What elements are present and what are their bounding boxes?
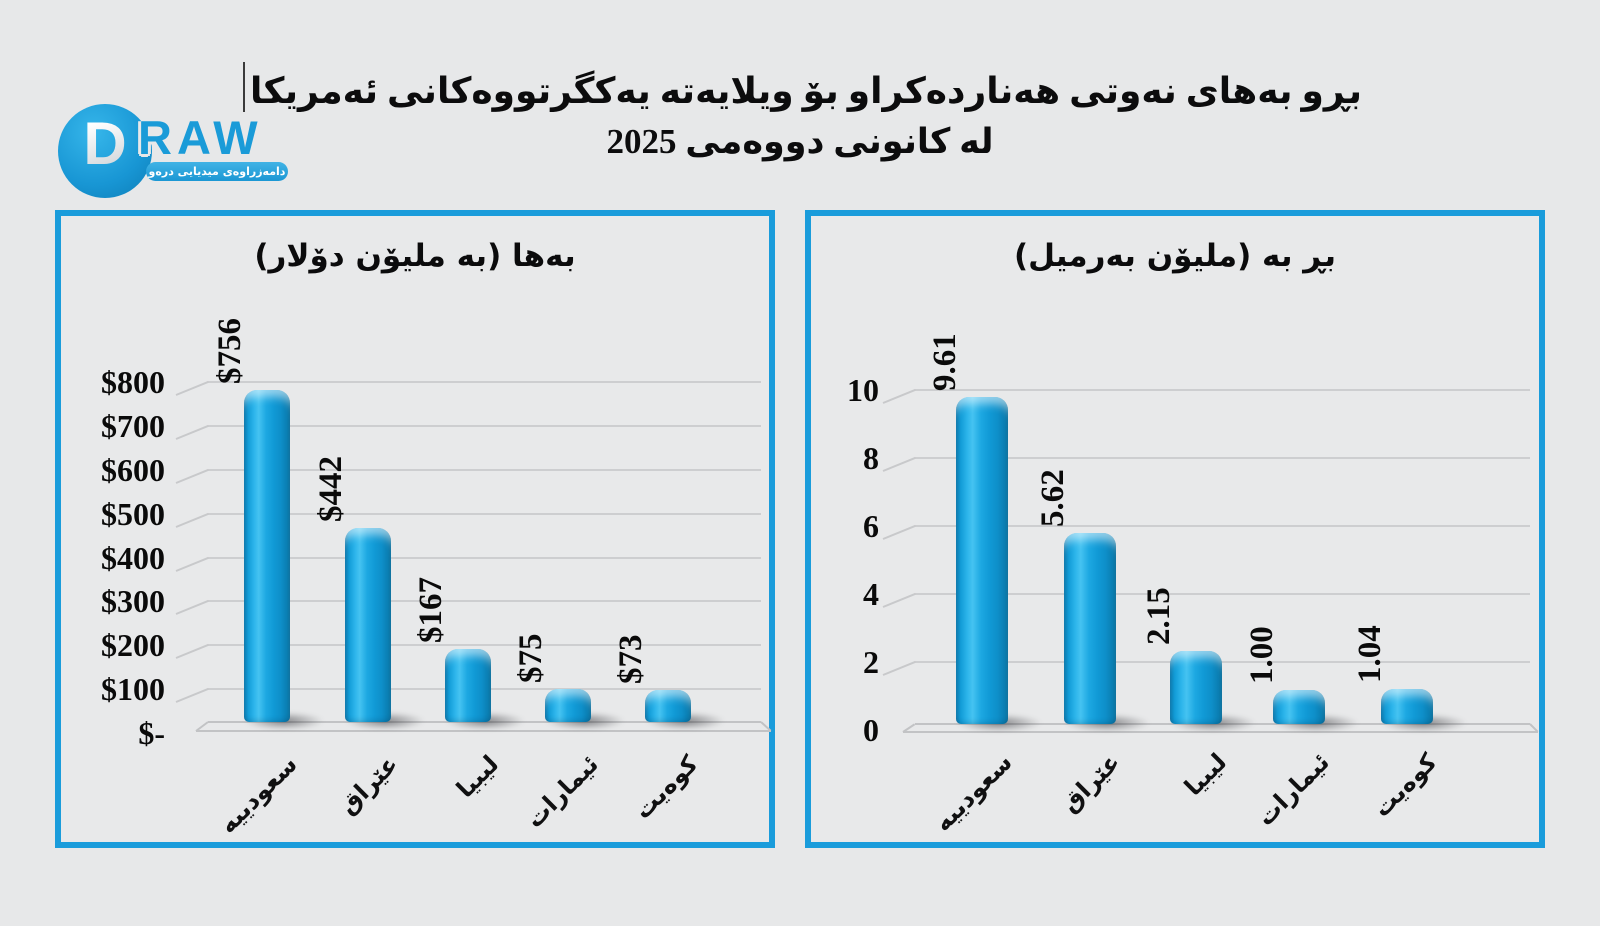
value-chart-panel: بەها (بە ملیۆن دۆلار) $800 $700 $600 $500 $4…	[55, 210, 775, 848]
category-label: سعودییه	[928, 748, 1018, 838]
gridline-side-diagonal	[175, 556, 209, 572]
value-chart-title: بەها (بە ملیۆن دۆلار)	[254, 238, 576, 274]
text-cursor	[243, 62, 245, 112]
category-label: لیبیا	[1178, 748, 1232, 802]
bar-value-label: 1.00	[1244, 626, 1280, 684]
gridline-side-diagonal	[175, 468, 209, 484]
bar	[1273, 690, 1325, 724]
main-title-text: بڕو بەهای نەوتی هەناردەکراو بۆ ویلایەتە …	[250, 71, 1362, 111]
gridline	[208, 468, 761, 471]
volume-chart-plot: 10 8 6 4 2 0 9.61 سعودییه 5.62 عێراق 2.15 لیبیا 1.00…	[811, 216, 1539, 842]
floor-front-line	[903, 731, 1538, 733]
gridline	[915, 525, 1530, 527]
gridline	[208, 556, 761, 559]
y-tick-label: $500	[101, 495, 165, 532]
bar	[645, 690, 691, 722]
gridline	[208, 381, 761, 383]
gridline-side-diagonal	[175, 380, 209, 396]
y-tick-label: 10	[847, 372, 879, 408]
gridline	[915, 593, 1530, 595]
logo-letter-d: D	[58, 98, 152, 192]
category-label: لیبیا	[450, 750, 504, 804]
volume-chart-panel: بڕ بە (ملیۆن بەرمیل) 10 8 6 4 2 0 9.61 سعودییه 5…	[805, 210, 1545, 848]
y-tick-label: 0	[863, 712, 879, 748]
category-label: عێراق	[1055, 748, 1126, 818]
gridline	[208, 512, 761, 515]
bar-value-label: $442	[313, 456, 349, 522]
logo-circle-icon	[58, 104, 152, 198]
gridline-side-diagonal	[882, 660, 916, 676]
floor-front-line	[196, 730, 771, 732]
y-tick-label: $-	[138, 715, 165, 751]
draw-media-logo: D RAW دامەزراوەی میدیایی درەو	[58, 98, 298, 210]
gridline	[915, 457, 1530, 459]
gridline-side-diagonal	[882, 592, 916, 608]
bar-value-label: 9.61	[927, 333, 963, 391]
bar	[1064, 533, 1116, 724]
bar	[345, 528, 391, 722]
gridline-side-diagonal	[175, 512, 209, 528]
y-tick-label: $100	[101, 671, 165, 708]
y-tick-label: $800	[101, 364, 165, 400]
y-tick-label: $600	[101, 451, 165, 488]
bar-value-label: $75	[513, 633, 549, 684]
bar-value-label: $73	[613, 634, 649, 685]
y-tick-label: $400	[101, 539, 165, 576]
bar-value-label: 2.15	[1141, 587, 1177, 645]
bar-value-label: 1.04	[1352, 625, 1388, 683]
bar-value-label: $756	[212, 318, 248, 384]
y-tick-label: $300	[101, 583, 165, 620]
gridline-side-diagonal	[882, 388, 916, 404]
gridline-side-diagonal	[882, 524, 916, 540]
y-tick-label: 6	[863, 508, 879, 544]
gridline-side-diagonal	[175, 688, 209, 704]
category-label: ئیمارات	[520, 750, 604, 834]
bar	[956, 397, 1008, 724]
gridline-side-diagonal	[882, 456, 916, 472]
header: بڕو بەهای نەوتی هەناردەکراو بۆ ویلایەتە …	[0, 62, 1600, 162]
gridline-side-diagonal	[175, 644, 209, 660]
category-label: کوەیت	[629, 750, 704, 825]
y-tick-label: $200	[101, 627, 165, 664]
y-tick-label: 4	[863, 576, 879, 612]
y-tick-label: 8	[863, 440, 879, 476]
y-tick-label: $700	[101, 407, 165, 444]
gridline	[915, 389, 1530, 391]
logo-wordmark: RAW	[138, 111, 263, 164]
bar	[1170, 651, 1222, 724]
gridline	[208, 424, 761, 427]
y-tick-label: 2	[863, 644, 879, 680]
value-chart-plot: $800 $700 $600 $500 $400 $300 $200 $100 $- $756 سع…	[61, 216, 772, 842]
gridline-side-diagonal	[175, 600, 209, 616]
gridline	[915, 661, 1530, 663]
bar	[244, 390, 290, 722]
category-label: کوەیت	[1368, 748, 1443, 823]
category-label: سعودییه	[213, 750, 303, 840]
bar	[545, 689, 591, 722]
bar	[445, 649, 491, 722]
main-title-line2: لە کانونی دووەمی 2025	[606, 122, 994, 161]
logo-tagline-ribbon: دامەزراوەی میدیایی درەو	[146, 162, 288, 181]
volume-chart-title: بڕ بە (ملیۆن بەرمیل)	[1013, 238, 1337, 274]
main-title-line1: بڕو بەهای نەوتی هەناردەکراو بۆ ویلایەتە …	[0, 62, 1600, 112]
category-label: عێراق	[333, 750, 404, 820]
gridline-side-diagonal	[175, 424, 209, 440]
category-label: ئیمارات	[1251, 748, 1335, 832]
bar-value-label: $167	[413, 577, 449, 643]
gridline	[208, 644, 761, 647]
gridline	[208, 600, 761, 603]
bar-value-label: 5.62	[1035, 469, 1071, 527]
bar	[1381, 689, 1433, 724]
